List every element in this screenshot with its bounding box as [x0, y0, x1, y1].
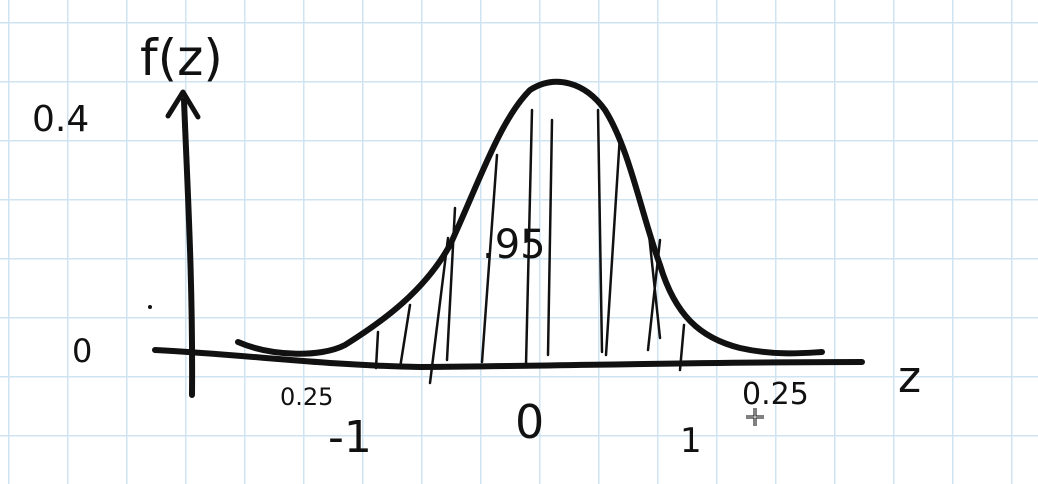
- central-area-label: .95: [482, 222, 546, 268]
- y-axis-label: f(z): [140, 29, 223, 87]
- left-tail-label: 0.25: [280, 383, 333, 411]
- x-axis-label: z: [898, 352, 921, 403]
- x-axis: [152, 347, 865, 370]
- area-shading: [374, 108, 686, 385]
- y-tick-label-top: 0.4: [32, 99, 89, 140]
- stray-dot: [148, 305, 152, 309]
- right-tail-label: 0.25: [742, 377, 809, 412]
- y-axis-arrowhead: [165, 89, 201, 120]
- x-tick-label-neg-one: -1: [328, 412, 372, 463]
- y-tick-label-zero: 0: [72, 332, 92, 370]
- crosshair-move-cursor-icon: [746, 408, 764, 426]
- x-tick-label-zero: 0: [515, 395, 544, 449]
- x-tick-label-one: 1: [680, 421, 702, 461]
- bell-curve: [235, 78, 825, 357]
